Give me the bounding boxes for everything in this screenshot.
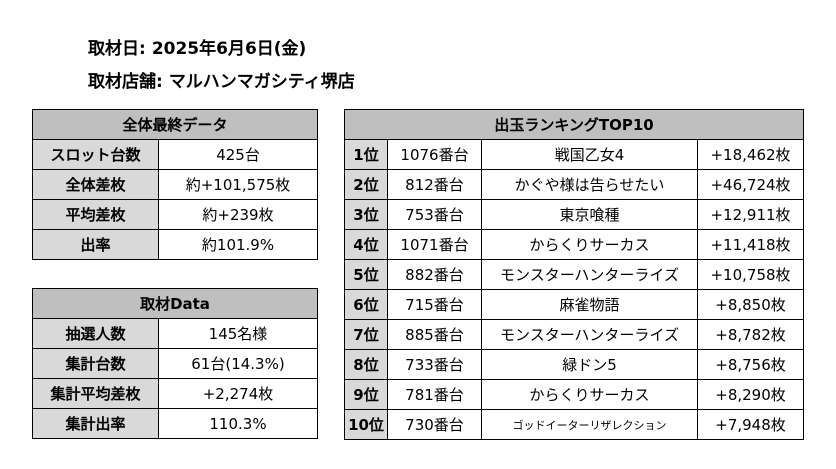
row: 4位 1071番台 からくりサーカス +11,418枚 bbox=[344, 229, 805, 260]
row: 3位 753番台 東京喰種 +12,911枚 bbox=[344, 199, 805, 230]
machine-name: 麻雀物語 bbox=[481, 289, 698, 320]
row: 平均差枚 約+239枚 bbox=[32, 199, 319, 230]
row: スロット台数 425台 bbox=[32, 139, 319, 170]
store-label: 取材店舗: bbox=[88, 72, 163, 92]
machine-name: からくりサーカス bbox=[481, 379, 698, 410]
difference: +46,724枚 bbox=[696, 169, 805, 200]
machine-number: 882番台 bbox=[387, 259, 482, 290]
summary-table: 全体最終データ スロット台数 425台 全体差枚 約+101,575枚 平均差枚 約+239… bbox=[31, 109, 319, 260]
rank: 10位 bbox=[344, 409, 388, 440]
interview-table: 取材Data 抽選人数 145名様 集計台数 61台(14.3%) 集計平均差枚 +2,27… bbox=[32, 288, 318, 439]
row: 9位 781番台 からくりサーカス +8,290枚 bbox=[344, 379, 805, 410]
difference: +8,290枚 bbox=[696, 379, 805, 410]
table-title: 出玉ランキングTOP10 bbox=[343, 109, 805, 140]
label: 集計出率 bbox=[32, 408, 159, 439]
value: +2,274枚 bbox=[158, 378, 318, 409]
row: 8位 733番台 緑ドン5 +8,756枚 bbox=[344, 349, 805, 380]
machine-number: 733番台 bbox=[387, 349, 482, 380]
rank: 6位 bbox=[344, 289, 388, 320]
row: 集計平均差枚 +2,274枚 bbox=[32, 378, 318, 409]
value: 約+101,575枚 bbox=[157, 169, 319, 200]
row: 出率 約101.9% bbox=[32, 229, 319, 260]
label: 全体差枚 bbox=[32, 169, 159, 200]
label: 集計平均差枚 bbox=[32, 378, 159, 409]
row: 2位 812番台 かぐや様は告らせたい +46,724枚 bbox=[344, 169, 805, 200]
machine-number: 885番台 bbox=[387, 319, 482, 350]
machine-name: 緑ドン5 bbox=[481, 349, 698, 380]
difference: +12,911枚 bbox=[696, 199, 805, 230]
difference: +8,782枚 bbox=[696, 319, 805, 350]
machine-name: 東京喰種 bbox=[481, 199, 698, 230]
rank: 4位 bbox=[344, 229, 388, 260]
difference: +10,758枚 bbox=[696, 259, 805, 290]
row: 10位 730番台 ゴッドイーターリザレクション +7,948枚 bbox=[344, 409, 805, 440]
value: 約101.9% bbox=[157, 229, 319, 260]
machine-name: かぐや様は告らせたい bbox=[481, 169, 698, 200]
date-line: 取材日: 2025年6月6日(金) bbox=[88, 34, 312, 59]
date-label: 取材日: bbox=[88, 39, 146, 59]
row: 1位 1076番台 戦国乙女4 +18,462枚 bbox=[344, 139, 805, 170]
machine-number: 812番台 bbox=[387, 169, 482, 200]
value: 約+239枚 bbox=[157, 199, 319, 230]
rank: 8位 bbox=[344, 349, 388, 380]
machine-name: モンスターハンターライズ bbox=[481, 319, 698, 350]
difference: +8,756枚 bbox=[696, 349, 805, 380]
table-title: 取材Data bbox=[32, 288, 318, 319]
store-line: 取材店舗: マルハンマガシティ堺店 bbox=[88, 67, 361, 92]
machine-name: ゴッドイーターリザレクション bbox=[481, 409, 698, 440]
difference: +11,418枚 bbox=[696, 229, 805, 260]
difference: +8,850枚 bbox=[696, 289, 805, 320]
rank: 9位 bbox=[344, 379, 388, 410]
machine-name: からくりサーカス bbox=[481, 229, 698, 260]
machine-number: 1071番台 bbox=[387, 229, 482, 260]
difference: +18,462枚 bbox=[696, 139, 805, 170]
machine-number: 1076番台 bbox=[387, 139, 482, 170]
label: 平均差枚 bbox=[32, 199, 159, 230]
value: 145名様 bbox=[158, 318, 318, 349]
header-row: 出玉ランキングTOP10 bbox=[343, 109, 805, 140]
machine-number: 730番台 bbox=[387, 409, 482, 440]
value: 425台 bbox=[157, 139, 319, 170]
row: 集計台数 61台(14.3%) bbox=[32, 348, 318, 379]
value: 61台(14.3%) bbox=[158, 348, 318, 379]
rank: 3位 bbox=[344, 199, 388, 230]
store: マルハンマガシティ堺店 bbox=[168, 72, 355, 92]
row: 7位 885番台 モンスターハンターライズ +8,782枚 bbox=[344, 319, 805, 350]
row: 5位 882番台 モンスターハンターライズ +10,758枚 bbox=[344, 259, 805, 290]
row: 全体差枚 約+101,575枚 bbox=[32, 169, 319, 200]
label: 抽選人数 bbox=[32, 318, 159, 349]
rank: 2位 bbox=[344, 169, 388, 200]
row: 抽選人数 145名様 bbox=[32, 318, 318, 349]
row: 集計出率 110.3% bbox=[32, 408, 318, 439]
machine-number: 753番台 bbox=[387, 199, 482, 230]
difference: +7,948枚 bbox=[696, 409, 805, 440]
header-row: 取材Data bbox=[32, 288, 318, 319]
label: スロット台数 bbox=[32, 139, 159, 170]
row: 6位 715番台 麻雀物語 +8,850枚 bbox=[344, 289, 805, 320]
table-title: 全体最終データ bbox=[31, 109, 319, 140]
label: 集計台数 bbox=[32, 348, 159, 379]
machine-number: 781番台 bbox=[387, 379, 482, 410]
rank: 7位 bbox=[344, 319, 388, 350]
machine-name: モンスターハンターライズ bbox=[481, 259, 698, 290]
label: 出率 bbox=[32, 229, 159, 260]
machine-number: 715番台 bbox=[387, 289, 482, 320]
machine-name: 戦国乙女4 bbox=[481, 139, 698, 170]
ranking-table: 出玉ランキングTOP10 1位 1076番台 戦国乙女4 +18,462枚 2位 812番台… bbox=[343, 109, 805, 440]
rank: 1位 bbox=[344, 139, 388, 170]
value: 110.3% bbox=[158, 408, 318, 439]
header-row: 全体最終データ bbox=[31, 109, 319, 140]
rank: 5位 bbox=[344, 259, 388, 290]
date: 2025年6月6日(金) bbox=[151, 39, 307, 59]
